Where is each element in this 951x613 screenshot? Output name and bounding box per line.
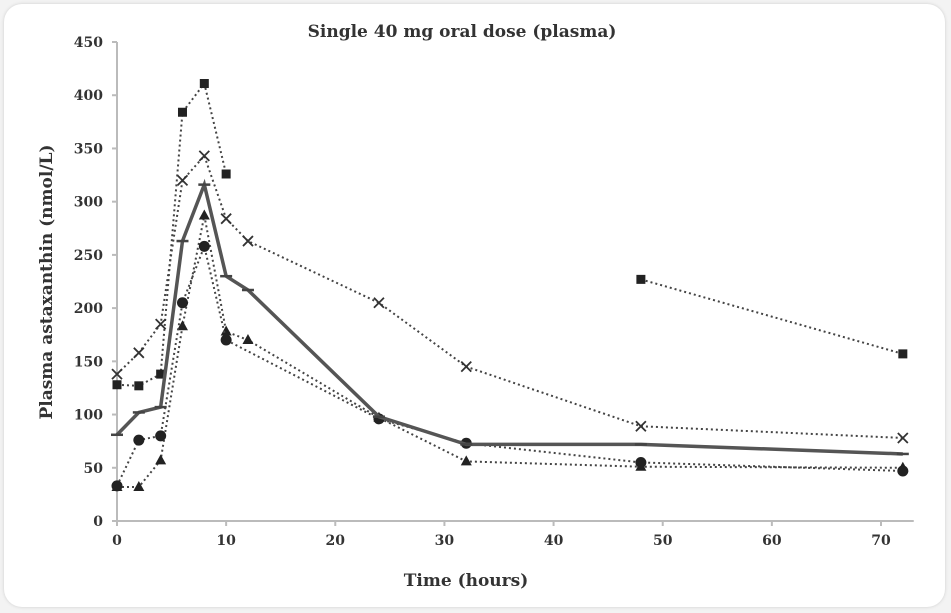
circle-marker — [176, 297, 188, 309]
circle-marker — [897, 465, 909, 477]
x-marker — [373, 297, 385, 309]
triangle-marker — [220, 325, 232, 336]
y-tick-label: 250 — [74, 248, 103, 264]
x-marker — [133, 347, 145, 359]
triangle-marker — [198, 209, 210, 220]
chart-title: Single 40 mg oral dose (plasma) — [308, 22, 617, 42]
y-tick-label: 300 — [74, 195, 103, 211]
square-marker — [177, 107, 187, 117]
circle-marker — [155, 430, 167, 442]
y-tick-label: 350 — [74, 141, 103, 157]
triangle-marker — [155, 454, 167, 465]
series-line — [116, 242, 903, 487]
x-tick-label: 20 — [326, 533, 346, 549]
y-tick-label: 450 — [74, 35, 103, 51]
circle-marker — [198, 240, 210, 252]
x-tick-label: 60 — [762, 533, 782, 549]
triangle-marker — [242, 334, 254, 345]
circle-marker — [133, 434, 145, 446]
y-tick-label: 200 — [74, 301, 103, 317]
series-line — [117, 215, 903, 488]
x-marker — [220, 213, 232, 225]
x-marker — [635, 420, 647, 432]
circle-marker — [635, 456, 647, 468]
y-tick-label: 100 — [74, 408, 103, 424]
x-axis-label: Time (hours) — [404, 571, 529, 591]
x-tick-label: 10 — [216, 533, 236, 549]
x-tick-label: 50 — [653, 533, 673, 549]
x-marker — [242, 235, 254, 247]
x-marker — [111, 368, 123, 380]
square-marker — [156, 369, 166, 379]
triangle-marker — [133, 480, 145, 491]
square-marker — [112, 380, 122, 390]
y-tick-label: 400 — [74, 88, 103, 104]
square-marker — [134, 381, 144, 391]
x-marker — [897, 432, 909, 444]
triangle-marker — [460, 455, 472, 466]
square-marker — [199, 79, 209, 89]
y-tick-label: 0 — [93, 514, 103, 530]
square-marker — [636, 274, 646, 284]
series-line — [116, 153, 903, 439]
x-marker — [155, 318, 167, 330]
x-marker — [176, 174, 189, 187]
x-tick-label: 70 — [871, 533, 891, 549]
series-line — [116, 81, 228, 387]
circle-marker — [111, 480, 123, 492]
x-tick-label: 40 — [544, 533, 564, 549]
circle-marker — [220, 334, 232, 346]
y-axis-label: Plasma astaxanthin (nmol/L) — [37, 144, 57, 419]
x-marker — [460, 361, 472, 373]
series-line — [640, 278, 904, 355]
x-tick-label: 0 — [112, 533, 122, 549]
x-tick-label: 30 — [435, 533, 455, 549]
y-tick-label: 50 — [84, 461, 104, 477]
y-tick-label: 150 — [74, 354, 103, 370]
chart-card — [4, 4, 945, 607]
square-marker — [221, 169, 231, 179]
mean-line — [115, 178, 903, 456]
triangle-marker — [176, 320, 188, 331]
x-marker — [198, 150, 210, 162]
square-marker — [898, 349, 908, 359]
